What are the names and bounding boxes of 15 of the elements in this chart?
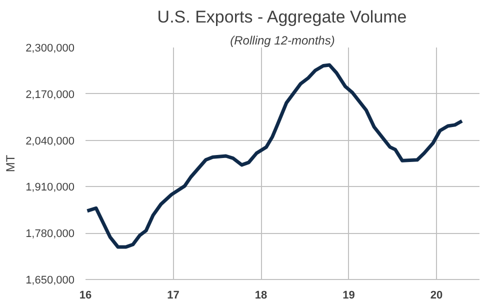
y-tick-label: 1,650,000 [26,274,74,286]
x-tick-label: 18 [254,290,268,301]
y-tick-label: 1,780,000 [26,228,74,240]
y-tick-label: 2,040,000 [26,135,74,148]
x-tick-label: 17 [167,290,180,301]
y-tick-label: 2,300,000 [26,42,74,54]
x-tick-label: 16 [79,290,92,301]
chart-title: U.S. Exports - Aggregate Volume [157,8,407,26]
x-tick-label: 20 [430,290,443,301]
y-tick-label: 1,910,000 [26,182,74,194]
x-tick-label: 19 [342,290,355,301]
chart-subtitle: (Rolling 12-months) [230,34,335,48]
line-series [86,63,464,249]
y-axis-title: MT [4,154,18,172]
y-tick-label: 2,170,000 [26,88,74,101]
